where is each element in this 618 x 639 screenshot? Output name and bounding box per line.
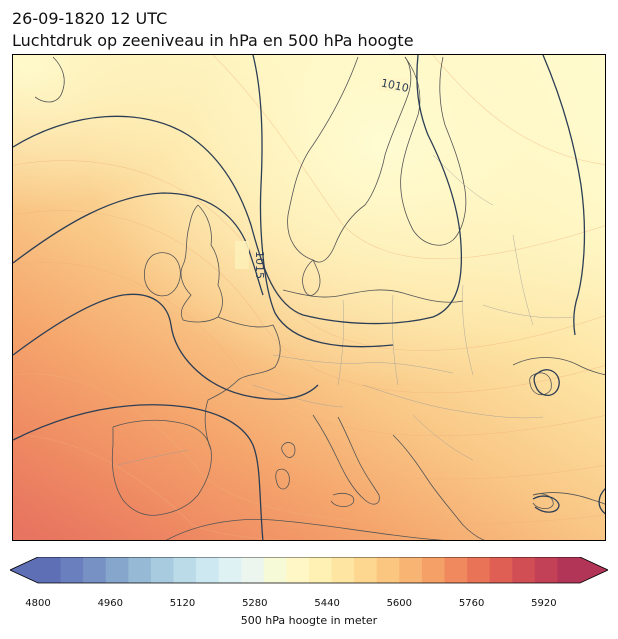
- colorbar-tick-label: 5120: [169, 598, 196, 609]
- isobar-labels: 1010 1015: [235, 76, 410, 279]
- map-canvas: 1010 1015: [13, 55, 605, 540]
- colorbar-tick-label: 5920: [531, 598, 557, 609]
- colorbar-cell: [128, 557, 152, 583]
- title-description: Luchtdruk op zeeniveau in hPa en 500 hPa…: [12, 31, 414, 50]
- colorbar-cell: [331, 557, 355, 583]
- height-contour-bands: [13, 55, 605, 540]
- colorbar-tick-label: 4800: [25, 598, 51, 609]
- colorbar-cell: [354, 557, 378, 583]
- isobars: [13, 55, 605, 540]
- isobar-closed-greece: [532, 495, 560, 513]
- colorbar-tick-label: 5760: [458, 598, 485, 609]
- colorbar-tick-label: 5600: [386, 598, 413, 609]
- weather-map: 1010 1015: [12, 54, 606, 541]
- colorbar-outline: [10, 557, 608, 584]
- colorbar-cell: [309, 557, 333, 583]
- isobar-east: [542, 55, 586, 336]
- colorbar-cell: [467, 557, 491, 583]
- colorbar-cell: [557, 557, 581, 583]
- colorbar-cell: [376, 557, 400, 583]
- colorbar-label: 500 hPa hoogte in meter: [240, 614, 378, 627]
- title-date: 26-09-1820 12 UTC: [12, 9, 168, 28]
- isobar-1020: [13, 293, 319, 400]
- country-borders: [117, 154, 574, 466]
- colorbar-cell: [534, 557, 558, 583]
- colorbar-cell: [444, 557, 468, 583]
- coastlines: [34, 56, 605, 540]
- isobar-label-1015: 1015: [253, 251, 266, 279]
- colorbar-cell: [286, 557, 310, 583]
- colorbar-cell: [105, 557, 129, 583]
- isobar-1025: [13, 404, 264, 540]
- colorbar-cell: [60, 557, 84, 583]
- colorbar-cell: [399, 557, 423, 583]
- colorbar-cell: [218, 557, 242, 583]
- colorbar-extend-high: [580, 557, 608, 583]
- colorbar-tick-label: 5280: [242, 598, 268, 609]
- isobar-edge-east: [598, 488, 605, 515]
- isobar-1010: [13, 55, 463, 325]
- colorbar-cell: [38, 557, 62, 583]
- colorbar: [10, 557, 608, 584]
- height-field-nw: [13, 55, 605, 540]
- colorbar-cell: [196, 557, 220, 583]
- colorbar-tick-label: 4960: [97, 598, 124, 609]
- colorbar-cell: [83, 557, 107, 583]
- isobar-1015-west: [13, 192, 264, 296]
- colorbar-cell: [173, 557, 197, 583]
- colorbar-cell: [489, 557, 513, 583]
- isobar-closed-small: [533, 369, 560, 396]
- colorbar-cell: [263, 557, 287, 583]
- colorbar-extend-low: [10, 557, 38, 583]
- colorbar-cells: [38, 557, 581, 583]
- colorbar-cell: [421, 557, 445, 583]
- colorbar-tick-label: 5440: [314, 598, 340, 609]
- isobar-label-1010: 1010: [380, 76, 410, 95]
- colorbar-cell: [512, 557, 536, 583]
- colorbar-cell: [241, 557, 265, 583]
- colorbar-cell: [150, 557, 174, 583]
- isobar-1015-east: [252, 55, 394, 348]
